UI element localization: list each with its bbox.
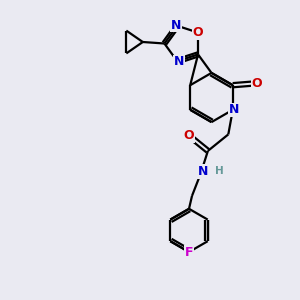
Text: N: N xyxy=(229,103,239,116)
Text: H: H xyxy=(214,166,224,176)
Text: O: O xyxy=(193,26,203,39)
Text: N: N xyxy=(174,55,184,68)
Text: F: F xyxy=(185,245,193,259)
Text: N: N xyxy=(198,165,208,178)
Text: O: O xyxy=(183,129,194,142)
Text: O: O xyxy=(251,77,262,90)
Text: N: N xyxy=(171,19,181,32)
